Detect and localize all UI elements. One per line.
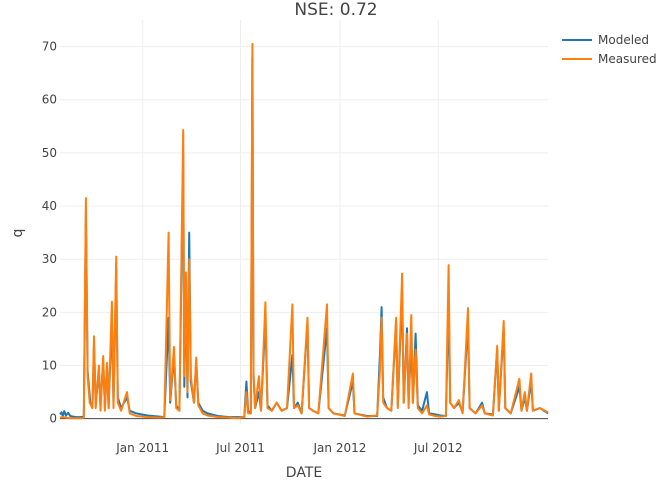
x-tick-labels: Jan 2011 Jul 2011 Jan 2012 Jul 2012 — [115, 441, 462, 455]
x-tick-label: Jan 2011 — [115, 441, 169, 455]
y-tick-label: 0 — [49, 412, 57, 426]
y-tick-label: 70 — [42, 40, 57, 54]
x-axis-title: DATE — [286, 465, 322, 480]
legend[interactable]: Modeled Measured — [562, 33, 657, 66]
legend-item-modeled[interactable]: Modeled — [562, 33, 649, 47]
y-axis-title: q — [10, 229, 26, 238]
legend-label: Measured — [598, 52, 657, 66]
y-tick-label: 40 — [42, 199, 57, 213]
y-tick-label: 20 — [42, 305, 57, 319]
legend-item-measured[interactable]: Measured — [562, 52, 657, 66]
chart-title: NSE: 0.72 — [294, 0, 377, 20]
series-line-measured — [59, 42, 549, 420]
y-tick-label: 60 — [42, 93, 57, 107]
legend-label: Modeled — [598, 33, 649, 47]
y-tick-label: 10 — [42, 359, 57, 373]
grid-lines — [60, 20, 548, 424]
x-tick-label: Jul 2011 — [215, 441, 265, 455]
x-tick-label: Jul 2012 — [413, 441, 463, 455]
y-tick-label: 30 — [42, 252, 57, 266]
y-tick-label: 50 — [42, 146, 57, 160]
series-layer — [59, 42, 549, 420]
x-tick-label: Jan 2012 — [313, 441, 367, 455]
y-tick-labels: 0 10 20 30 40 50 60 70 — [42, 40, 57, 426]
